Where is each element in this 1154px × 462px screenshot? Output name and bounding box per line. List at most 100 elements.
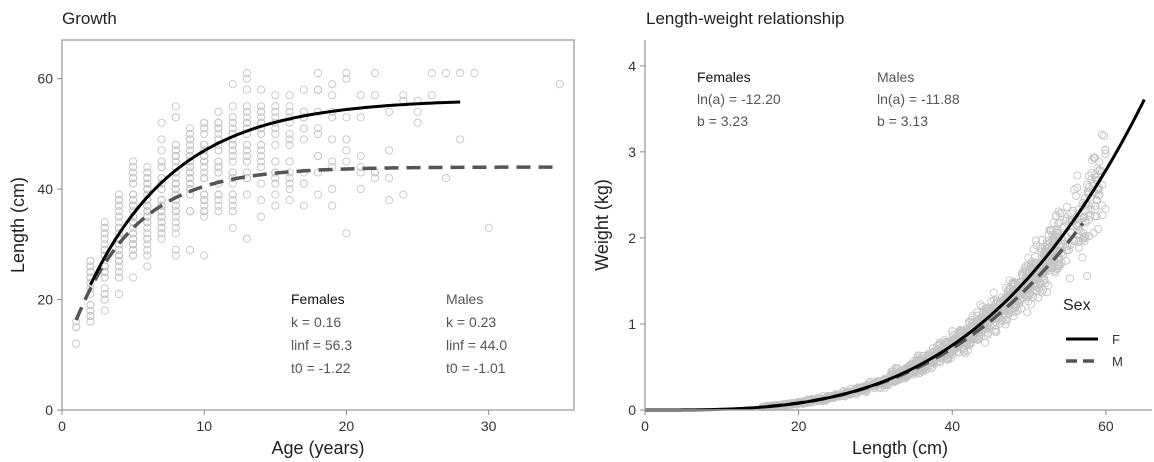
data-point (185, 146, 195, 155)
data-point (1002, 316, 1012, 325)
data-point (1023, 308, 1032, 317)
data-point (271, 129, 280, 138)
data-point (143, 262, 152, 271)
growth-y-ticks: 0 20 40 60 (37, 71, 62, 418)
data-point (271, 102, 280, 111)
data-point (285, 157, 294, 166)
data-point (185, 162, 195, 172)
data-point (1095, 157, 1104, 166)
data-point (989, 296, 999, 305)
data-point (1084, 171, 1093, 181)
data-point (427, 91, 436, 100)
data-point (86, 317, 95, 326)
data-point (143, 179, 152, 188)
data-point (949, 347, 958, 356)
data-point (1044, 230, 1053, 239)
data-point (228, 80, 237, 89)
data-point (427, 69, 436, 78)
y-tick-label: 20 (37, 292, 53, 308)
data-point (1035, 260, 1044, 269)
data-point (129, 234, 138, 243)
data-point (1053, 228, 1062, 237)
data-point (1025, 281, 1034, 290)
data-point (228, 223, 237, 232)
data-point (228, 168, 237, 177)
data-point (285, 102, 294, 111)
data-point (228, 118, 237, 127)
x-tick-label: 40 (944, 418, 960, 434)
data-point (185, 207, 195, 216)
data-point (129, 245, 138, 254)
data-point (242, 69, 251, 78)
data-point (1049, 234, 1059, 243)
data-point (299, 201, 308, 210)
data-point (228, 151, 237, 161)
data-point (114, 201, 123, 210)
data-point (271, 157, 280, 166)
data-point (143, 162, 152, 172)
data-point (114, 267, 123, 276)
data-point (370, 69, 379, 78)
data-point (385, 196, 394, 205)
data-point (1089, 187, 1098, 196)
data-point (157, 179, 166, 188)
lw-x-ticks: 0 20 40 60 (641, 410, 1114, 434)
data-point (86, 312, 95, 321)
data-point (342, 113, 351, 122)
data-point (271, 91, 280, 100)
data-point (242, 113, 251, 122)
data-point (1091, 205, 1100, 214)
data-point (157, 234, 166, 243)
growth-x-axis-title: Age (years) (271, 438, 364, 458)
x-tick-label: 10 (196, 418, 212, 434)
data-point (185, 124, 195, 133)
data-point (1056, 209, 1065, 218)
data-point (370, 91, 379, 100)
data-point (114, 245, 123, 254)
data-point (385, 146, 394, 155)
data-point (100, 223, 109, 232)
data-point (299, 179, 308, 188)
data-point (929, 344, 938, 353)
data-point (1073, 221, 1082, 230)
data-point (214, 190, 223, 199)
data-point (214, 207, 223, 216)
data-point (185, 179, 195, 188)
data-point (342, 146, 351, 155)
data-point (143, 223, 152, 232)
growth-y-axis-title: Length (cm) (8, 177, 28, 273)
data-point (950, 331, 959, 340)
data-point (171, 251, 180, 260)
data-point (313, 69, 323, 78)
data-point (1027, 300, 1036, 309)
y-tick-label: 2 (628, 230, 636, 246)
data-point (313, 129, 323, 138)
data-point (171, 102, 180, 111)
data-point (157, 207, 166, 216)
lw-females-lna: ln(a) = -12.20 (697, 91, 781, 107)
data-point (1036, 280, 1045, 289)
data-point (171, 140, 180, 149)
data-point (998, 317, 1007, 326)
data-point (1093, 196, 1102, 205)
data-point (200, 190, 209, 199)
data-point (242, 151, 251, 161)
data-point (100, 306, 109, 315)
data-point (228, 201, 237, 210)
data-point (100, 240, 109, 249)
data-point (129, 201, 138, 210)
data-point (1009, 312, 1018, 321)
data-point (328, 80, 337, 89)
data-point (441, 174, 451, 183)
data-point (1101, 149, 1110, 158)
growth-curve-females (89, 100, 461, 286)
lw-males-heading: Males (877, 69, 914, 85)
data-point (228, 196, 237, 205)
data-point (86, 267, 95, 276)
y-tick-label: 3 (628, 144, 636, 160)
data-point (1062, 202, 1071, 211)
data-point (1049, 218, 1058, 227)
data-point (413, 107, 422, 116)
data-point (257, 157, 266, 166)
data-point (959, 327, 968, 336)
